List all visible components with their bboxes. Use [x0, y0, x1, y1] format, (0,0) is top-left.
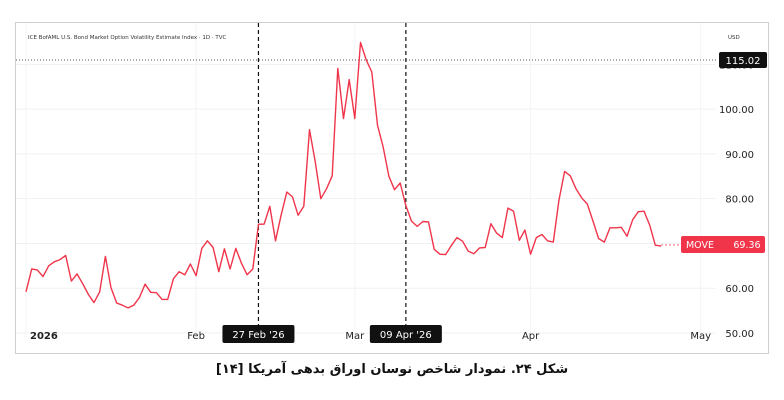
grid-lines [16, 23, 716, 338]
x-axis-labels: 2026FebMarAprMayJun [30, 331, 711, 342]
marker-label: 27 Feb '26 [232, 330, 284, 341]
caption-ref: [۱۴] [215, 362, 244, 377]
last-value-label: 69.36 [733, 240, 760, 251]
figure-caption: شکل ۲۴. نمودار شاخص نوسان اوراق بدهی آمر… [0, 362, 784, 377]
x-tick-label: Apr [522, 331, 540, 342]
chart-canvas: ICE BofAML U.S. Bond Market Option Volat… [16, 23, 767, 343]
y-tick-label: 80.00 [725, 195, 754, 206]
y-tick-label: 50.00 [725, 329, 754, 340]
y-tick-label: 60.00 [725, 284, 754, 295]
vertical-markers [257, 23, 407, 325]
marker-label-box [369, 325, 442, 343]
marker-label-box [222, 325, 295, 343]
y-tick-label: 90.00 [725, 150, 754, 161]
y-tick-label: 100.00 [719, 105, 754, 116]
max-value-label: 115.02 [726, 56, 761, 67]
chart-title: ICE BofAML U.S. Bond Market Option Volat… [28, 35, 226, 41]
chart-frame: ICE BofAML U.S. Bond Market Option Volat… [15, 22, 769, 354]
x-tick-label: May [690, 331, 711, 342]
series-line-move [25, 41, 662, 309]
max-value-badge: 115.02 [719, 52, 767, 68]
marker-labels: 27 Feb '26 09 Apr '26 [222, 325, 442, 343]
x-tick-label: 2026 [30, 331, 58, 342]
x-tick-label: Mar [345, 331, 365, 342]
last-value-badge: MOVE 69.36 [681, 236, 765, 253]
x-tick-label: Feb [187, 331, 205, 342]
currency-label: USD [728, 35, 740, 41]
caption-text: شکل ۲۴. نمودار شاخص نوسان اوراق بدهی آمر… [248, 362, 569, 377]
series-name-label: MOVE [686, 240, 714, 251]
marker-label: 09 Apr '26 [380, 330, 432, 341]
